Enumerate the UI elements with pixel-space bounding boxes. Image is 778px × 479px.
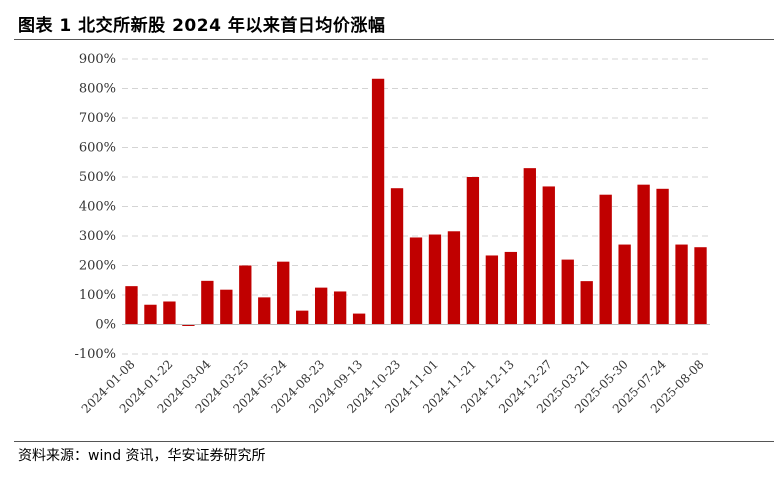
bar (504, 251, 518, 325)
x-tick-labels: 2024-01-082024-01-222024-03-042024-03-25… (79, 357, 707, 416)
bar (144, 304, 157, 325)
y-tick-label: 200% (79, 259, 116, 274)
bar (125, 286, 138, 325)
bar (333, 291, 347, 325)
bar (656, 188, 669, 325)
bar (542, 186, 555, 325)
bar (371, 78, 385, 325)
y-tick-label: 900% (79, 52, 116, 67)
bar (296, 310, 309, 325)
bar (580, 281, 593, 325)
y-tick-label: 500% (79, 170, 116, 185)
bar (675, 244, 688, 325)
bar (258, 297, 271, 325)
bar (694, 247, 707, 325)
bar (523, 168, 536, 325)
bars (125, 78, 707, 326)
bar (390, 188, 404, 325)
y-tick-label: -100% (74, 347, 116, 362)
top-divider (14, 39, 774, 40)
bar (409, 237, 423, 325)
bar (637, 184, 650, 325)
y-tick-label: 0% (95, 318, 116, 333)
y-tick-label: 800% (79, 82, 116, 97)
bar (201, 280, 214, 325)
y-tick-label: 300% (79, 229, 116, 244)
bar (277, 261, 290, 325)
bar (599, 194, 612, 325)
chart-title: 图表 1 北交所新股 2024 年以来首日均价涨幅 (18, 16, 386, 36)
y-tick-label: 100% (79, 288, 116, 303)
y-tick-label: 700% (79, 111, 116, 126)
y-tick-label: 600% (79, 141, 116, 156)
bar (220, 289, 233, 325)
bar (163, 301, 176, 325)
bar (485, 255, 499, 325)
bar (466, 177, 480, 325)
source-note: 资料来源：wind 资讯，华安证券研究所 (18, 448, 266, 464)
bottom-divider (14, 441, 774, 442)
y-tick-labels: -100% 0% 100% 200% 300% 400% 500% 600% 700% 800% 9… (74, 52, 116, 362)
bar (428, 234, 442, 325)
gridlines (122, 58, 710, 355)
bar (182, 324, 195, 326)
bar (239, 265, 252, 325)
y-tick-label: 400% (79, 200, 116, 215)
bar (561, 259, 574, 325)
bar (352, 313, 366, 325)
bar (447, 231, 461, 325)
bar (618, 244, 631, 325)
bar (314, 287, 328, 325)
